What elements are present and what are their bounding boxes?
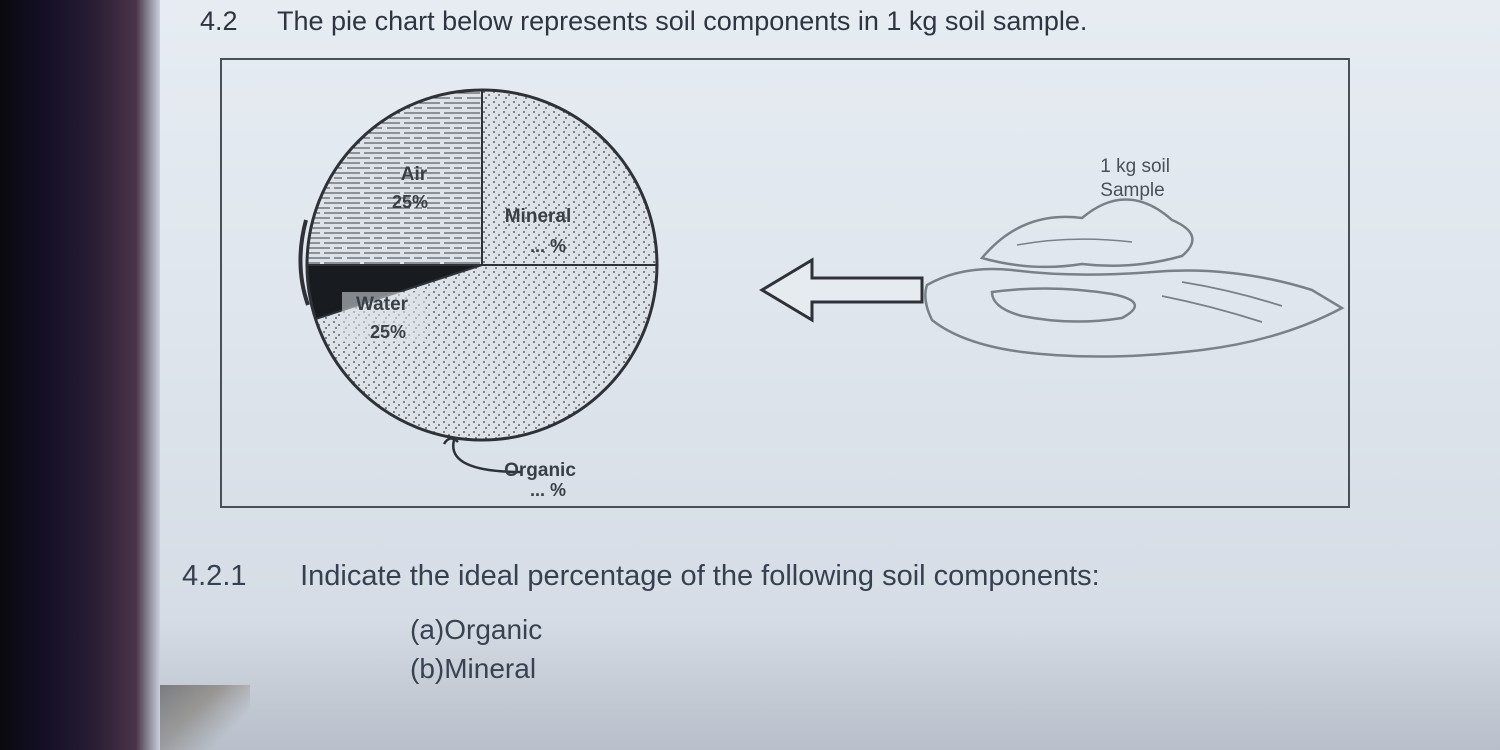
sub-question-number: 4.2.1 xyxy=(182,560,292,593)
figure-frame: Air25%Mineral... %Organic... %Water25% xyxy=(220,58,1350,508)
option-a: (a)Organic xyxy=(410,610,542,649)
question-4-2-1: 4.2.1 Indicate the ideal percentage of t… xyxy=(182,560,1442,593)
hand-caption: 1 kg soil Sample xyxy=(1100,155,1170,203)
hand-caption-line2: Sample xyxy=(1100,179,1170,203)
hand-with-soil-icon xyxy=(925,199,1342,356)
sub-question-text: Indicate the ideal percentage of the fol… xyxy=(300,560,1400,593)
option-b: (b)Mineral xyxy=(410,649,542,688)
slice-label-mineral: Mineral xyxy=(505,206,572,227)
slice-value-organic: ... % xyxy=(530,480,566,500)
slice-label-air: Air xyxy=(401,164,428,185)
question-text: The pie chart below represents soil comp… xyxy=(277,6,1087,36)
slice-value-water: 25% xyxy=(370,322,406,342)
figure-svg: Air25%Mineral... %Organic... %Water25% xyxy=(222,60,1348,506)
sub-question-options: (a)Organic (b)Mineral xyxy=(410,610,542,688)
photo-corner-shadow xyxy=(160,685,250,750)
worksheet-page: 4.2 The pie chart below represents soil … xyxy=(160,0,1500,750)
page-bottom-gradient xyxy=(160,620,1500,750)
pie-slice-air xyxy=(482,90,657,265)
pie-slice-water xyxy=(307,90,482,265)
photo-left-margin xyxy=(0,0,160,750)
slice-value-air: 25% xyxy=(392,192,428,212)
slice-value-mineral: ... % xyxy=(530,236,566,256)
arrow-icon xyxy=(762,260,922,320)
question-4-2: 4.2 The pie chart below represents soil … xyxy=(200,6,1380,37)
hand-caption-line1: 1 kg soil xyxy=(1100,155,1170,179)
slice-label-water: Water xyxy=(356,294,409,315)
slice-label-organic: Organic xyxy=(504,460,576,481)
question-number: 4.2 xyxy=(200,6,270,37)
